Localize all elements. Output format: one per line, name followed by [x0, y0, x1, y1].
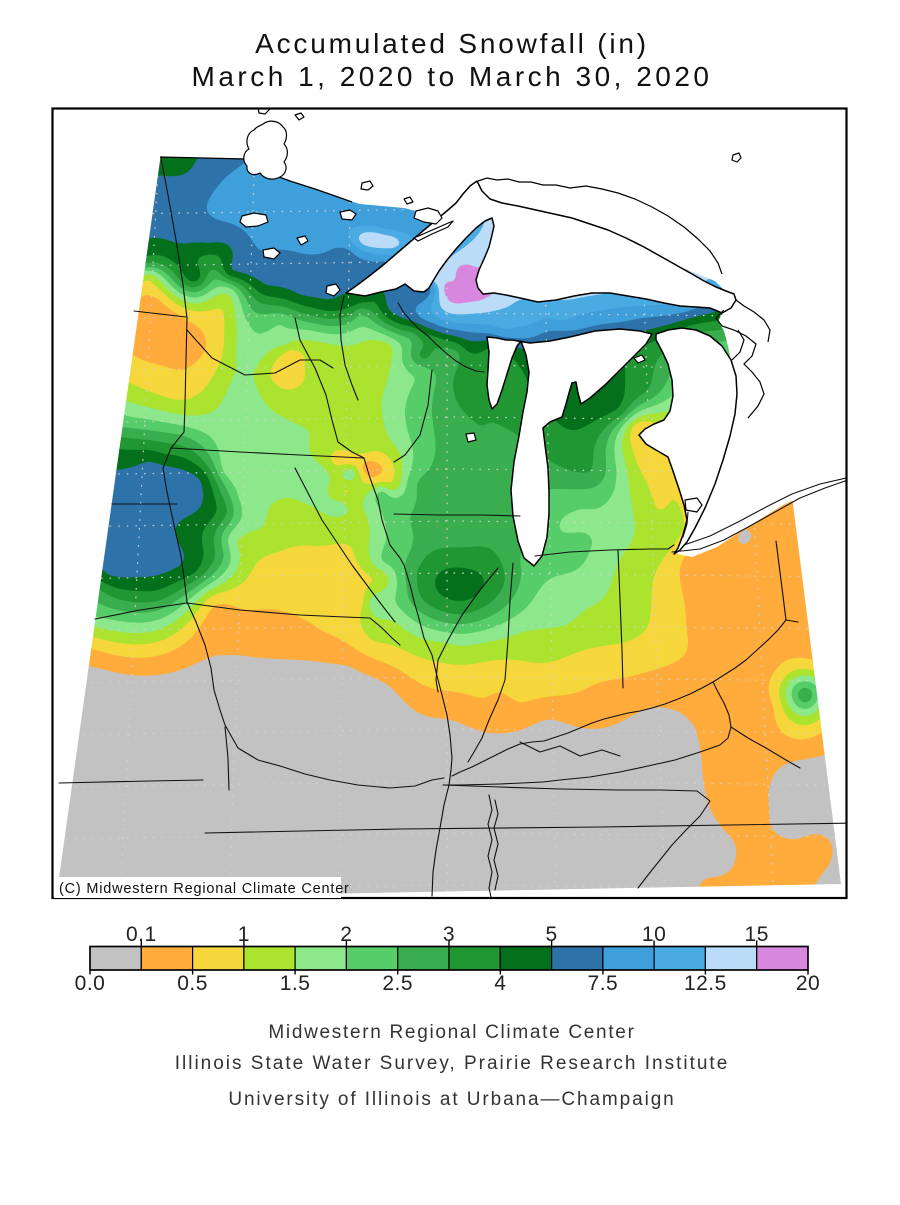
svg-text:7.5: 7.5: [588, 972, 619, 995]
svg-text:2: 2: [340, 923, 352, 946]
svg-text:10: 10: [642, 923, 666, 946]
svg-text:1.5: 1.5: [280, 972, 311, 995]
svg-text:0.5: 0.5: [177, 972, 208, 995]
svg-text:3: 3: [443, 923, 455, 946]
svg-text:4: 4: [494, 972, 506, 995]
svg-text:2.5: 2.5: [382, 972, 413, 995]
svg-text:Midwestern Regional Climate Ce: Midwestern Regional Climate Center: [268, 1022, 635, 1043]
svg-text:(C) Midwestern Regional Climat: (C) Midwestern Regional Climate Center: [59, 881, 350, 897]
svg-text:1: 1: [238, 923, 250, 946]
svg-text:0.0: 0.0: [75, 972, 106, 995]
svg-text:0.1: 0.1: [126, 923, 157, 946]
svg-text:20: 20: [796, 972, 820, 995]
svg-text:Illinois State Water Survey, P: Illinois State Water Survey, Prairie Res…: [175, 1053, 730, 1074]
svg-text:Accumulated Snowfall (in): Accumulated Snowfall (in): [255, 28, 649, 59]
svg-text:12.5: 12.5: [684, 972, 727, 995]
svg-text:March 1, 2020 to March 30, 202: March 1, 2020 to March 30, 2020: [192, 61, 713, 92]
svg-text:15: 15: [745, 923, 769, 946]
svg-text:5: 5: [546, 923, 558, 946]
svg-text:University of Illinois at Urba: University of Illinois at Urbana—Champai…: [228, 1089, 675, 1110]
